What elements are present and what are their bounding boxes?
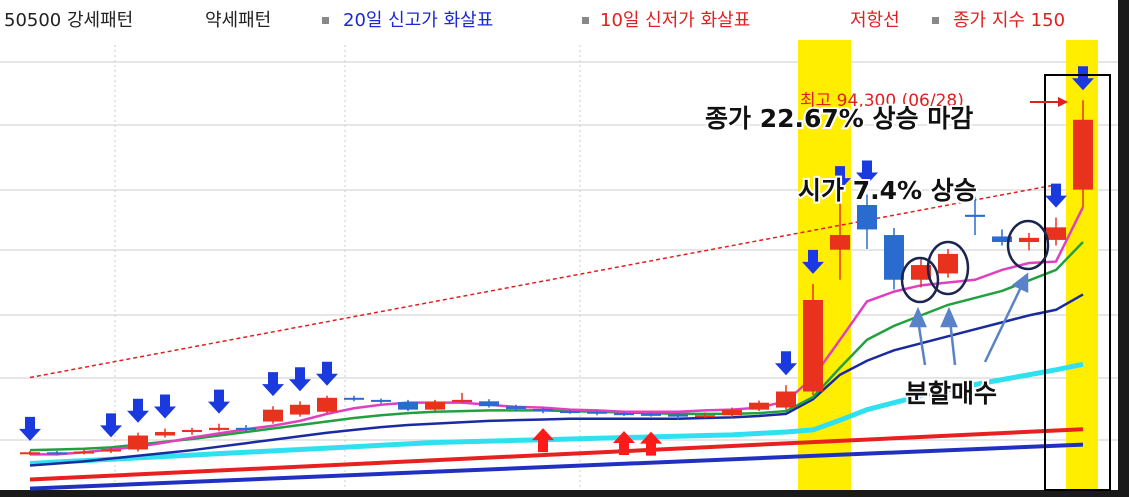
signal-arrow-down — [100, 413, 122, 438]
signal-arrow-up — [640, 431, 662, 456]
plot — [19, 66, 1094, 491]
candle-body — [857, 205, 877, 230]
header-background — [0, 0, 1118, 40]
candle-body — [587, 411, 607, 414]
legend-low-arrow: 10일 신저가 화살표 — [600, 10, 750, 31]
signal-arrow-down — [802, 249, 824, 274]
moving-average — [29, 293, 1084, 467]
candle-body — [101, 449, 121, 452]
candle-body — [641, 413, 661, 416]
signal-arrow-up — [613, 430, 635, 455]
candle-body — [398, 401, 418, 410]
signal-arrow-down — [856, 160, 878, 185]
trend-line — [29, 442, 1084, 491]
candle-body — [776, 391, 796, 408]
legend-marker — [582, 17, 589, 24]
candle-body — [317, 397, 337, 412]
candle-body — [695, 415, 715, 418]
moving-average — [30, 206, 1085, 456]
candle-body — [479, 401, 499, 407]
pointer-arrows — [909, 272, 1029, 366]
candle-body — [290, 404, 310, 415]
focus-box — [1044, 74, 1111, 491]
candle-body — [992, 236, 1012, 243]
candle-body — [425, 401, 445, 410]
legend-resistance: 저항선 — [850, 10, 900, 31]
trend-line — [29, 184, 1057, 379]
candle-body — [614, 413, 634, 416]
pointer-head — [909, 306, 927, 328]
moving-average — [29, 361, 1084, 466]
circle-mark — [1006, 219, 1050, 271]
signal-arrow-down — [154, 394, 176, 419]
candle-body — [263, 409, 283, 422]
candle-body — [722, 409, 742, 416]
legend-index: 종가 지수 150 — [953, 10, 1065, 31]
candle-body — [128, 435, 148, 450]
legend-marker — [932, 17, 939, 24]
candle-body — [47, 452, 67, 455]
candle-body — [803, 300, 823, 392]
signal-arrow-down — [208, 389, 230, 414]
pointer — [948, 319, 957, 366]
pointer-head — [1011, 272, 1029, 293]
pointer-head — [940, 306, 958, 328]
legend-high-arrow: 20일 신고가 화살표 — [343, 10, 493, 31]
candle-body — [209, 427, 229, 430]
legend-marker — [322, 17, 329, 24]
signal-arrow-down — [289, 367, 311, 392]
open-note: 시가 7.4% 상승 — [798, 176, 977, 205]
buy-note: 분할매수 — [905, 379, 997, 408]
candle-body — [938, 253, 958, 274]
circle-mark — [926, 240, 970, 296]
close-note: 종가 22.67% 상승 마감 — [705, 104, 973, 133]
signal-arrow-down — [1045, 183, 1067, 208]
candle-body — [344, 397, 364, 400]
candle-body — [965, 214, 985, 217]
candle-body — [533, 408, 553, 412]
candle-body — [830, 235, 850, 250]
candle-body — [236, 427, 256, 430]
candle-body — [560, 411, 580, 414]
candle-body — [182, 429, 202, 433]
signal-arrow-down — [262, 372, 284, 397]
circle-mark — [900, 256, 940, 304]
signal-arrow-down — [1072, 66, 1094, 91]
circles — [900, 219, 1050, 304]
candle-body — [506, 406, 526, 409]
candle-body — [452, 399, 472, 402]
signal-arrow-down — [829, 166, 851, 191]
signal-arrow-down — [127, 398, 149, 423]
candle-body — [1019, 237, 1039, 243]
signal-arrow-down — [19, 416, 41, 441]
signal-arrow-down — [316, 361, 338, 386]
peak-pointer-head — [1058, 97, 1068, 107]
candle-body — [1073, 119, 1093, 190]
candle-body — [749, 402, 769, 410]
moving-average — [29, 241, 1084, 452]
pointer — [916, 319, 927, 366]
plot-background — [0, 0, 1118, 490]
peak-label: 최고 94,300 (06/28) — [800, 91, 964, 111]
candle-body — [884, 235, 904, 280]
candle-body — [371, 399, 391, 402]
signal-arrow-up — [532, 428, 554, 453]
candle-body — [911, 265, 931, 280]
legend-bear: 약세패턴 — [205, 10, 271, 31]
candle-body — [1046, 227, 1066, 240]
pointer — [983, 284, 1024, 363]
legend-bull: 50500 강세패턴 — [4, 10, 133, 31]
signal-arrow-down — [775, 351, 797, 376]
trend-line — [29, 427, 1084, 482]
candle-body — [155, 432, 175, 436]
candle-body — [74, 451, 94, 454]
candle-body — [668, 414, 688, 417]
candle-body — [20, 452, 40, 455]
